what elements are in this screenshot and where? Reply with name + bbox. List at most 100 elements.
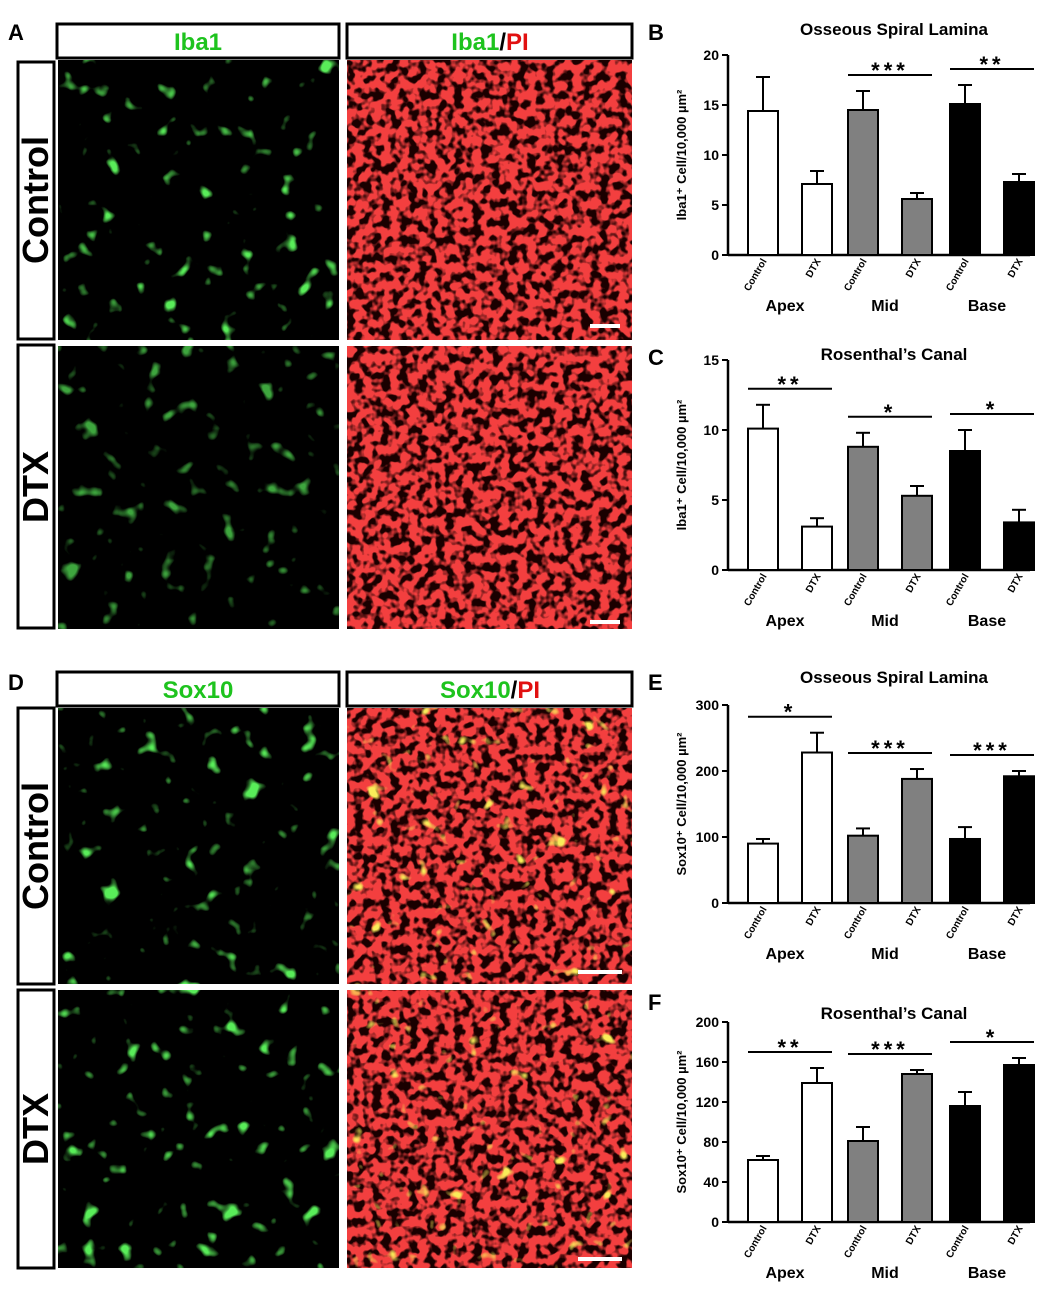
- y-tick-label: 80: [703, 1134, 719, 1150]
- panel-label-d: D: [8, 670, 24, 695]
- cell-texture: [347, 346, 632, 629]
- y-tick-label: 0: [711, 1214, 719, 1230]
- bar: [747, 110, 779, 256]
- chart-b: Osseous Spiral Lamina Iba1⁺ Cell/10,000 µ…: [674, 20, 1035, 315]
- bar: [747, 427, 779, 571]
- panel-label-b: B: [648, 20, 664, 45]
- significance-marker: *: [784, 700, 797, 725]
- bar-label: DTX: [904, 905, 924, 928]
- bar-label: DTX: [804, 572, 824, 595]
- bar-label: DTX: [904, 572, 924, 595]
- header-box: [345, 670, 634, 708]
- bar-label: Control: [944, 905, 971, 941]
- chart-title: Osseous Spiral Lamina: [800, 668, 989, 687]
- bar-label: DTX: [804, 257, 824, 280]
- significance-marker: *: [986, 397, 999, 422]
- row-label-dtx: DTX: [15, 1093, 56, 1165]
- y-tick-label: 300: [696, 697, 720, 713]
- y-tick-label: 0: [711, 247, 719, 263]
- bar-label: Control: [842, 257, 869, 293]
- bar-label: DTX: [904, 257, 924, 280]
- panel-label-a: A: [8, 20, 24, 45]
- significance-marker: ***: [871, 58, 909, 83]
- bar: [901, 494, 933, 571]
- bar: [949, 103, 981, 256]
- y-tick-label: 5: [711, 492, 719, 508]
- chart-title: Rosenthal’s Canal: [821, 1004, 968, 1023]
- y-tick-label: 0: [711, 562, 719, 578]
- bar: [801, 183, 833, 256]
- bar-label: DTX: [804, 1224, 824, 1247]
- row-label-box: [16, 988, 56, 1270]
- chart-title: Rosenthal’s Canal: [821, 345, 968, 364]
- row-label-dtx: DTX: [15, 451, 56, 523]
- group-label: Apex: [765, 298, 804, 315]
- bar: [901, 777, 933, 904]
- y-tick-label: 200: [696, 763, 720, 779]
- bar: [901, 198, 933, 256]
- row-label-box: [16, 60, 56, 341]
- bar: [801, 751, 833, 905]
- y-axis-label: Sox10⁺ Cell/10,000 µm²: [674, 1050, 689, 1194]
- y-tick-label: 0: [711, 895, 719, 911]
- group-label: Apex: [765, 1265, 804, 1282]
- chart-f: Rosenthal’s Canal Sox10⁺ Cell/10,000 µm² 0…: [674, 1004, 1035, 1282]
- bar: [949, 450, 981, 571]
- y-axis-label: Iba1⁺ Cell/10,000 µm²: [674, 89, 689, 220]
- chart-title: Osseous Spiral Lamina: [800, 20, 989, 39]
- bar-label: DTX: [904, 1224, 924, 1247]
- header-box: [55, 670, 341, 708]
- panel-label-f: F: [648, 990, 661, 1015]
- bar: [847, 834, 879, 904]
- significance-marker: **: [777, 1035, 802, 1060]
- row-label-control: Control: [15, 136, 56, 264]
- header-label-sox10: Sox10: [163, 677, 234, 704]
- y-tick-label: 40: [703, 1174, 719, 1190]
- bar-label: DTX: [1006, 905, 1026, 928]
- group-label: Mid: [871, 1265, 899, 1282]
- bar-label: DTX: [1006, 257, 1026, 280]
- y-tick-label: 200: [696, 1014, 720, 1030]
- y-tick-label: 15: [703, 97, 719, 113]
- significance-marker: **: [979, 52, 1004, 77]
- significance-marker: ***: [871, 1037, 909, 1062]
- y-tick-label: 10: [703, 147, 719, 163]
- bar: [847, 109, 879, 256]
- bar-label: DTX: [1006, 572, 1026, 595]
- header-label-sox10-pi: Sox10/PI: [440, 677, 540, 704]
- scale-bar: [590, 324, 620, 328]
- group-label: Base: [968, 298, 1006, 315]
- row-label-control: Control: [15, 782, 56, 910]
- header-box: [345, 22, 634, 60]
- bar-label: Control: [742, 1224, 769, 1260]
- header-box: [55, 22, 341, 60]
- y-tick-label: 120: [696, 1094, 720, 1110]
- group-label: Apex: [765, 613, 804, 630]
- bar: [847, 445, 879, 571]
- y-tick-label: 5: [711, 197, 719, 213]
- bar-label: DTX: [1006, 1224, 1026, 1247]
- group-label: Base: [968, 613, 1006, 630]
- cell-texture: [58, 60, 339, 340]
- bar-label: Control: [842, 905, 869, 941]
- bar-label: Control: [842, 1224, 869, 1260]
- header-label-iba1-pi: Iba1/PI: [451, 29, 528, 56]
- bar-label: Control: [842, 572, 869, 608]
- y-tick-label: 15: [703, 352, 719, 368]
- significance-marker: *: [986, 1025, 999, 1050]
- significance-marker: **: [777, 372, 802, 397]
- header-label-iba1: Iba1: [174, 29, 222, 56]
- group-label: Mid: [871, 298, 899, 315]
- scale-bar: [578, 970, 622, 974]
- row-label-box: [16, 343, 56, 630]
- micrograph-panel-a: Iba1 Iba1/PI Control DTX: [15, 22, 634, 630]
- bar: [801, 525, 833, 571]
- group-label: Base: [968, 1265, 1006, 1282]
- group-label: Mid: [871, 946, 899, 963]
- y-tick-label: 10: [703, 422, 719, 438]
- cell-texture: [58, 708, 339, 984]
- bar-label: Control: [742, 572, 769, 608]
- cell-texture: [58, 346, 339, 629]
- significance-marker: ***: [973, 738, 1011, 763]
- scale-bar: [578, 1257, 622, 1261]
